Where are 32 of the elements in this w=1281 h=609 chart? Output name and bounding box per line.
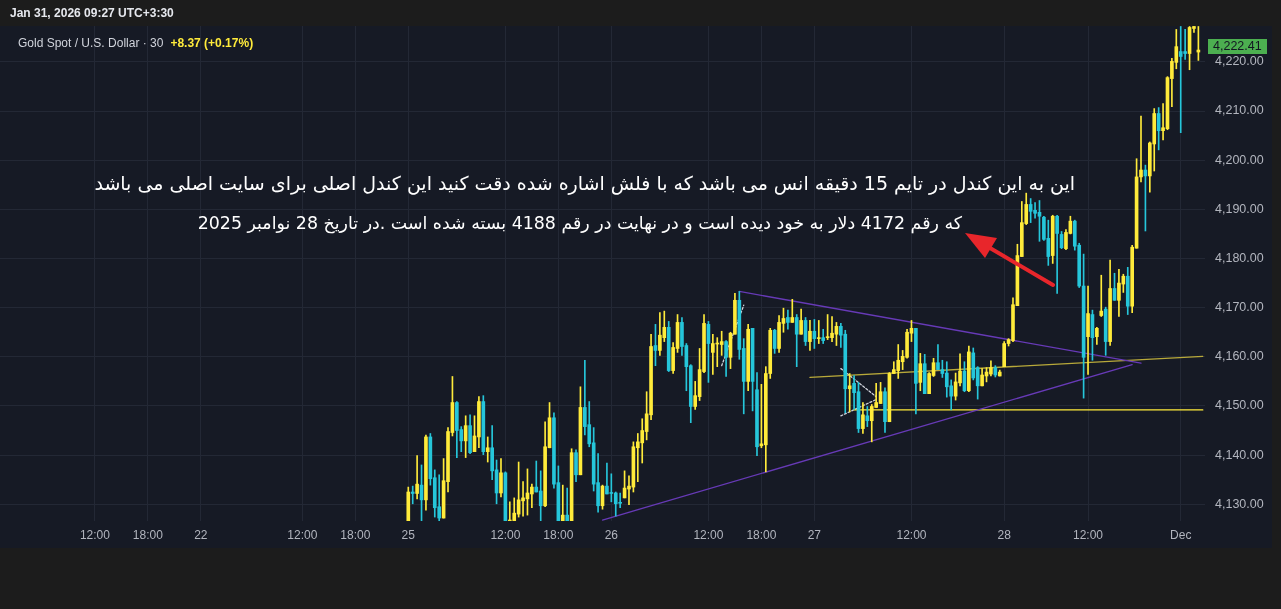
x-tick-label: 18:00 — [340, 527, 371, 542]
x-tick-label: 12:00 — [490, 527, 521, 542]
x-tick-label: 28 — [997, 527, 1012, 542]
y-tick-label: 4,220.00 — [1215, 54, 1264, 69]
y-tick-label: 4,180.00 — [1215, 250, 1264, 265]
x-tick-label: 12:00 — [896, 527, 927, 542]
x-tick-label: 22 — [194, 527, 208, 542]
x-tick-label: 18:00 — [543, 527, 574, 542]
y-tick-label: 4,210.00 — [1215, 103, 1264, 118]
x-tick-label: 18:00 — [132, 527, 164, 542]
x-tick-label: Dec — [1170, 527, 1192, 542]
x-tick-label: 12:00 — [1073, 527, 1104, 542]
text: Gold Spot / U.S. Dollar · 30 — [18, 36, 164, 50]
y-tick-label: 4,170.00 — [1215, 300, 1264, 315]
y-tick-label: 4,130.00 — [1215, 496, 1264, 511]
y-tick-label: 4,190.00 — [1215, 201, 1264, 216]
x-tick-label: 27 — [807, 527, 822, 542]
text: +8.37 (+0.17%) — [170, 36, 254, 50]
y-tick-label: 4,150.00 — [1215, 398, 1264, 413]
y-tick-label: 4,160.00 — [1215, 349, 1264, 364]
text: Jan 31, 2026 09:27 UTC+3:30 — [10, 6, 174, 20]
x-tick-label: 26 — [604, 527, 619, 542]
x-tick-label: 12:00 — [79, 527, 111, 542]
annotation: این به این کندل در تایم 15 دقیقه انس می باشد که با فلش اشاره شده دقت کنید این کندل اصلی برای سایت اصلی می باشد — [94, 172, 1075, 195]
x-tick-label: 18:00 — [746, 527, 777, 542]
y-tick-label: 4,200.00 — [1215, 152, 1264, 167]
y-tick-label: 4,140.00 — [1215, 447, 1264, 462]
x-tick-label: 12:00 — [287, 527, 318, 542]
text: 4,222.41 — [1208, 39, 1267, 54]
x-tick-label: 25 — [401, 527, 416, 542]
annotation: که رقم 4172 دلار به خود دیده است و در نهایت در رقم 4188 بسته شده است .در تاریخ 28 نوامبر 2025 — [197, 213, 962, 234]
x-tick-label: 12:00 — [693, 527, 724, 542]
